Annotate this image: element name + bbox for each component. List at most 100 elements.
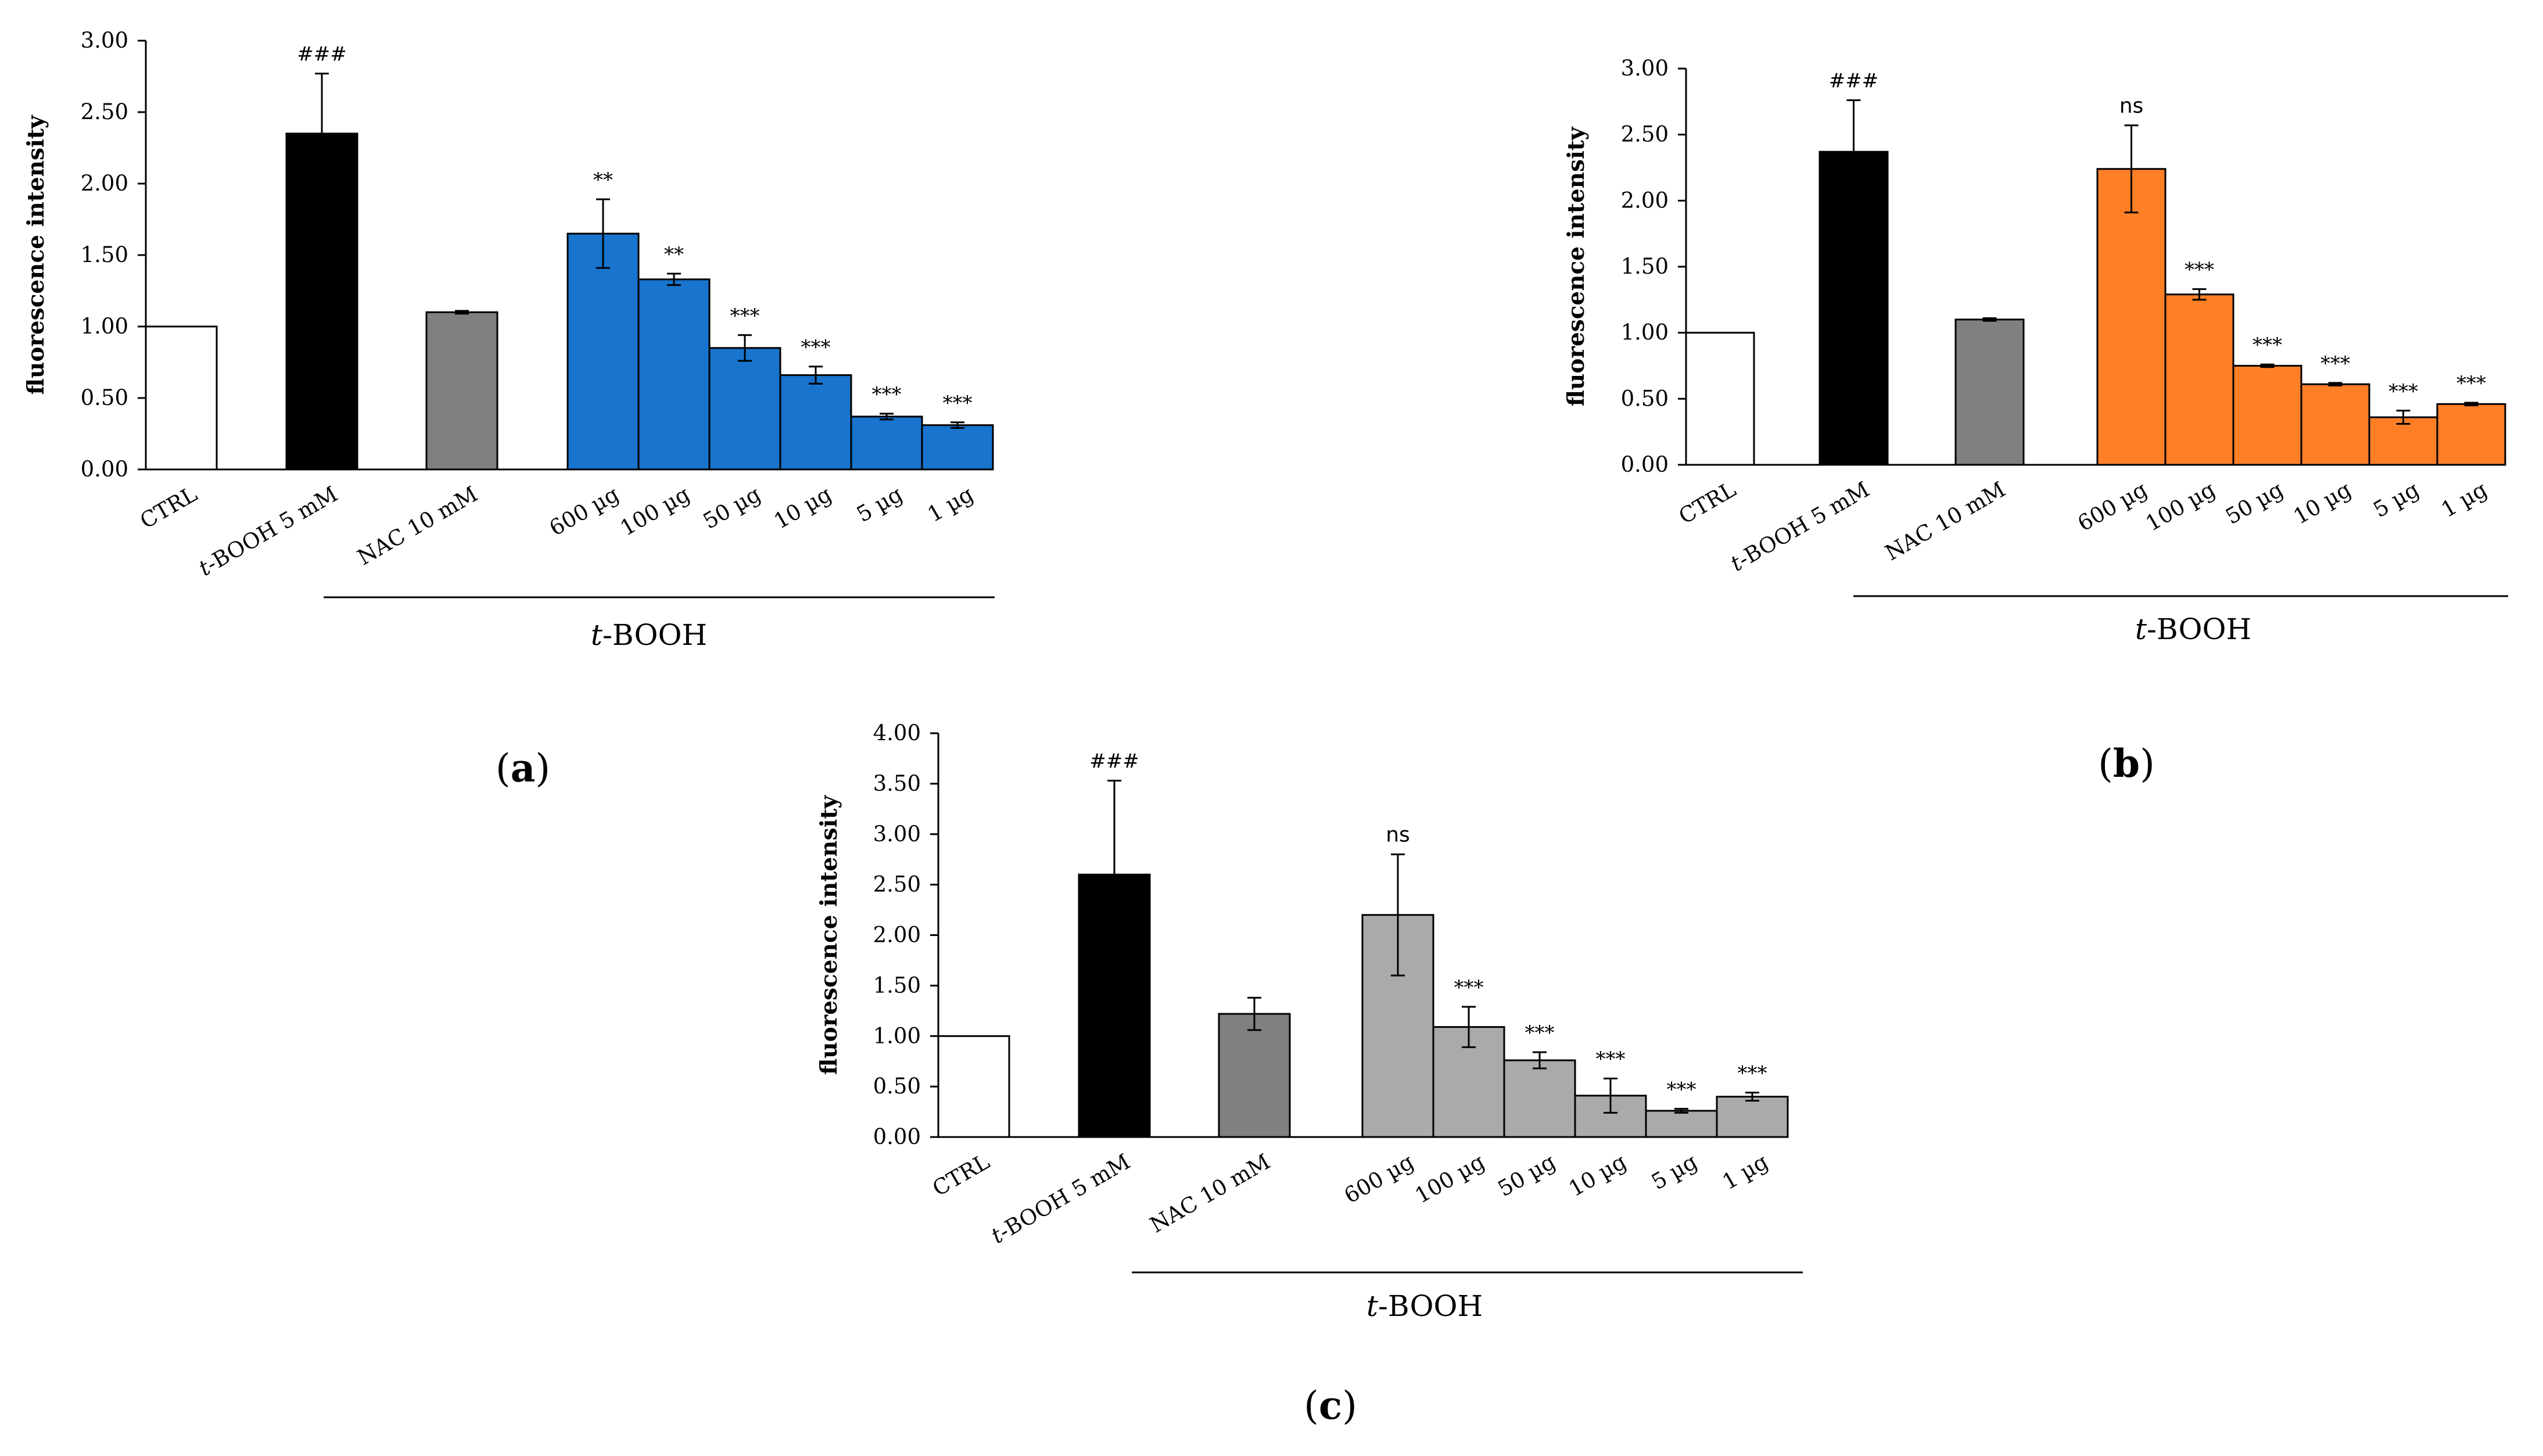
significance-label: *** (1738, 1062, 1767, 1085)
y-tick-label: 0.00 (81, 457, 128, 482)
significance-label: *** (2388, 380, 2418, 403)
x-tick-label: 100 µg (2142, 477, 2219, 536)
group-label-italic: t (591, 618, 603, 652)
x-tick-label: 1 µg (2437, 477, 2491, 523)
x-tick-label-rest: -BOOH 5 mM (1734, 477, 1874, 572)
group-label: t-BOOH (2135, 612, 2251, 646)
bar (2232, 365, 2302, 466)
y-tick-label: 1.00 (1621, 320, 1669, 345)
x-tick-label: NAC 10 mM (1881, 477, 2010, 566)
significance-label: ** (664, 243, 684, 266)
y-axis-label: fluorescence intensity (816, 795, 842, 1075)
x-tick-label: 50 µg (1494, 1149, 1560, 1202)
x-tick-label: 1 µg (923, 482, 977, 528)
bar (921, 424, 994, 471)
significance-label: *** (2185, 259, 2214, 282)
significance-label: *** (872, 383, 902, 406)
y-tick-label: 3.00 (1621, 56, 1669, 81)
x-tick-label: t-BOOH 5 mM (987, 1149, 1135, 1249)
x-tick-label-rest: -BOOH 5 mM (202, 482, 342, 577)
group-label-rest: -BOOH (1378, 1289, 1483, 1323)
panel-label-letter: a (511, 745, 536, 791)
y-tick-label: 3.00 (873, 822, 921, 847)
y-tick-label: 1.50 (873, 973, 921, 998)
bar (779, 374, 852, 471)
y-tick-label: 1.00 (81, 314, 128, 339)
significance-label: *** (2456, 372, 2486, 395)
group-label-rest: -BOOH (602, 618, 707, 652)
x-tick-label-rest: -BOOH 5 mM (995, 1149, 1135, 1245)
significance-label: *** (2253, 333, 2282, 357)
group-label: t-BOOH (591, 618, 707, 652)
bar (1503, 1059, 1576, 1138)
bar (1685, 332, 1755, 466)
x-tick-label: 5 µg (2369, 477, 2423, 523)
y-axis-label: fluorescence intensity (1563, 126, 1590, 406)
x-tick-label: CTRL (136, 482, 202, 534)
x-tick-label: 600 µg (1340, 1149, 1418, 1208)
panel-label-letter: b (2113, 741, 2140, 786)
y-tick-label: 2.50 (1621, 122, 1669, 147)
bar (1954, 318, 2025, 466)
panel-label: (b) (2098, 741, 2155, 786)
bar (2300, 383, 2370, 466)
y-tick-label: 1.50 (81, 242, 128, 267)
x-tick-label: 5 µg (1647, 1149, 1701, 1195)
y-tick-label: 0.00 (1621, 452, 1669, 477)
panel-label-close: ) (535, 746, 550, 791)
x-tick-label: 10 µg (770, 482, 836, 535)
y-tick-label: 0.50 (81, 385, 128, 410)
y-tick-label: 3.50 (873, 771, 921, 796)
y-tick-label: 2.00 (1621, 188, 1669, 213)
y-tick-label: 0.50 (1621, 386, 1669, 411)
x-tick-label: 50 µg (2221, 477, 2287, 530)
significance-label: *** (1454, 976, 1484, 999)
y-tick-label: 0.00 (873, 1124, 921, 1149)
y-tick-label: 3.00 (81, 28, 128, 53)
significance-label: *** (1525, 1021, 1555, 1045)
x-tick-label: 10 µg (2289, 477, 2355, 530)
bar (937, 1035, 1010, 1138)
x-tick-label: 5 µg (852, 482, 906, 528)
bar (1218, 1013, 1291, 1138)
group-label: t-BOOH (1366, 1289, 1483, 1323)
bar (566, 232, 640, 471)
y-tick-label: 1.50 (1621, 254, 1669, 279)
bar (850, 415, 923, 471)
panel-label: (a) (496, 745, 550, 791)
bar (145, 325, 218, 471)
significance-label: ns (1386, 823, 1410, 847)
significance-label: ### (297, 43, 346, 66)
significance-label: *** (2320, 352, 2350, 375)
x-tick-label: NAC 10 mM (1146, 1149, 1275, 1238)
x-tick-label: t-BOOH 5 mM (195, 482, 342, 581)
significance-label: *** (1596, 1048, 1626, 1071)
bar (1716, 1096, 1789, 1138)
y-tick-label: 0.50 (873, 1074, 921, 1099)
y-axis-label: fluorescence intensity (23, 114, 49, 395)
chart-panel-c: 0.00 0.50 1.00 1.50 2.00 2.50 3.00 3.50 4.00 fluo… (816, 720, 1803, 1428)
bar (2096, 168, 2167, 466)
panel-label-open: ( (2098, 741, 2113, 786)
panel-label-close: ) (2140, 741, 2155, 786)
x-tick-label: 600 µg (2074, 477, 2151, 536)
group-label-italic: t (1366, 1289, 1379, 1323)
x-tick-label: 100 µg (616, 482, 694, 541)
y-tick-label: 2.50 (81, 99, 128, 124)
significance-label: ns (2119, 94, 2144, 118)
group-label-rest: -BOOH (2147, 612, 2251, 646)
y-tick-label: 2.00 (873, 923, 921, 948)
x-tick-label: 50 µg (699, 482, 765, 535)
chart-panel-b: 0.00 0.50 1.00 1.50 2.00 2.50 3.00 fluorescence… (1563, 56, 2508, 786)
y-tick-label: 2.00 (81, 171, 128, 196)
significance-label: *** (943, 392, 973, 415)
x-tick-label: 1 µg (1718, 1149, 1772, 1195)
x-tick-label: 10 µg (1565, 1149, 1631, 1202)
x-tick-label: 600 µg (545, 482, 623, 541)
bar (425, 311, 498, 471)
x-tick-label: CTRL (1674, 477, 1740, 529)
y-tick-label: 2.50 (873, 872, 921, 897)
panel-label-letter: c (1319, 1383, 1342, 1428)
y-tick-label: 1.00 (873, 1023, 921, 1048)
panel-label-open: ( (1304, 1383, 1319, 1428)
